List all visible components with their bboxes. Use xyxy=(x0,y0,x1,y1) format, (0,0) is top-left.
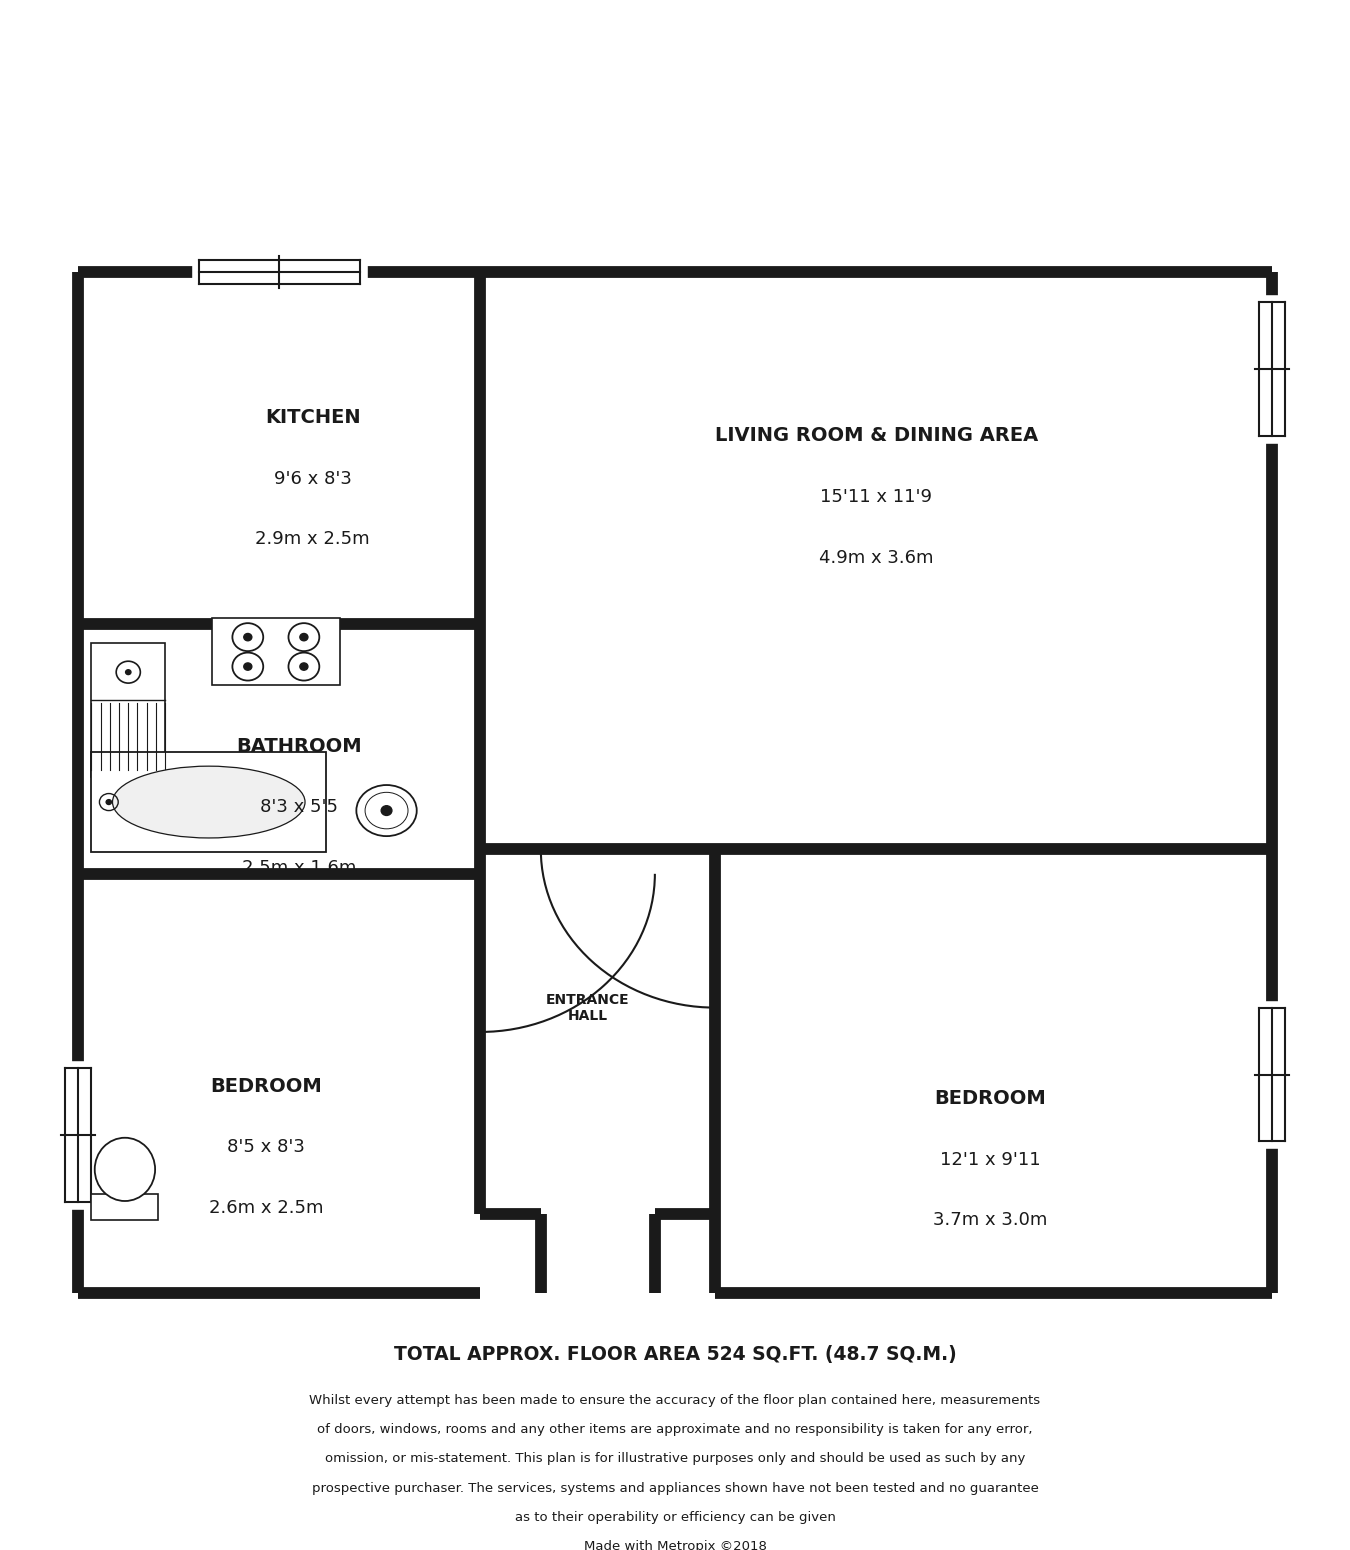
Text: BEDROOM: BEDROOM xyxy=(934,1090,1046,1108)
Circle shape xyxy=(300,663,308,670)
Text: 15'11 x 11'9: 15'11 x 11'9 xyxy=(821,488,933,505)
Bar xyxy=(78,271,1272,1293)
Ellipse shape xyxy=(356,784,417,835)
Ellipse shape xyxy=(364,792,408,829)
Ellipse shape xyxy=(112,766,305,839)
Ellipse shape xyxy=(95,1138,155,1201)
Text: 2.6m x 2.5m: 2.6m x 2.5m xyxy=(208,1200,323,1217)
Text: 12'1 x 9'11: 12'1 x 9'11 xyxy=(940,1150,1041,1169)
Text: Whilst every attempt has been made to ensure the accuracy of the floor plan cont: Whilst every attempt has been made to en… xyxy=(309,1393,1041,1407)
Text: 4.9m x 3.6m: 4.9m x 3.6m xyxy=(819,549,933,567)
Text: TOTAL APPROX. FLOOR AREA 524 SQ.FT. (48.7 SQ.M.): TOTAL APPROX. FLOOR AREA 524 SQ.FT. (48.… xyxy=(394,1345,956,1364)
Circle shape xyxy=(381,806,392,815)
Bar xyxy=(481,1214,716,1293)
Text: as to their operability or efficiency can be given: as to their operability or efficiency ca… xyxy=(514,1511,836,1524)
Circle shape xyxy=(244,663,252,670)
Text: of doors, windows, rooms and any other items are approximate and no responsibili: of doors, windows, rooms and any other i… xyxy=(317,1423,1033,1437)
Bar xyxy=(92,752,327,853)
Text: BATHROOM: BATHROOM xyxy=(236,736,362,755)
Bar xyxy=(212,618,340,685)
Text: LIVING ROOM & DINING AREA: LIVING ROOM & DINING AREA xyxy=(714,426,1038,445)
Text: 2.5m x 1.6m: 2.5m x 1.6m xyxy=(242,859,356,877)
Text: 8'5 x 8'3: 8'5 x 8'3 xyxy=(227,1139,305,1156)
Circle shape xyxy=(300,634,308,640)
Text: BEDROOM: BEDROOM xyxy=(209,1077,321,1096)
Circle shape xyxy=(126,670,131,674)
Text: 8'3 x 5'5: 8'3 x 5'5 xyxy=(261,798,339,815)
Text: 3.7m x 3.0m: 3.7m x 3.0m xyxy=(933,1212,1048,1229)
Text: ENTRANCE
HALL: ENTRANCE HALL xyxy=(545,992,629,1023)
Circle shape xyxy=(107,800,112,804)
Text: prospective purchaser. The services, systems and appliances shown have not been : prospective purchaser. The services, sys… xyxy=(312,1482,1038,1494)
Text: 2.9m x 2.5m: 2.9m x 2.5m xyxy=(255,530,370,549)
Text: omission, or mis-statement. This plan is for illustrative purposes only and shou: omission, or mis-statement. This plan is… xyxy=(325,1452,1025,1465)
Bar xyxy=(92,1194,158,1220)
Text: Made with Metropix ©2018: Made with Metropix ©2018 xyxy=(583,1541,767,1550)
Circle shape xyxy=(244,634,252,640)
Text: KITCHEN: KITCHEN xyxy=(265,408,360,428)
Bar xyxy=(92,643,165,777)
Text: 9'6 x 8'3: 9'6 x 8'3 xyxy=(274,470,352,488)
